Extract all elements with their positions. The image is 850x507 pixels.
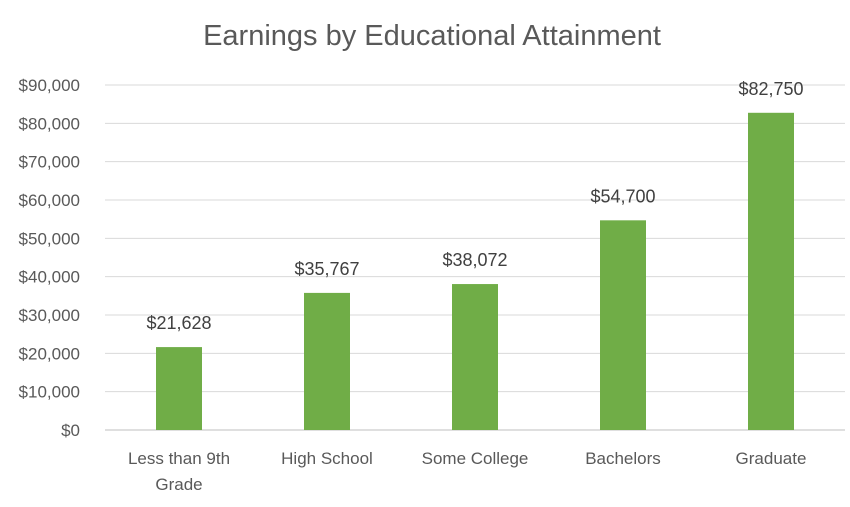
y-tick-label: $80,000 (19, 114, 80, 133)
y-tick-label: $60,000 (19, 191, 80, 210)
bars (156, 112, 794, 431)
data-label: $35,767 (294, 259, 359, 279)
y-tick-label: $20,000 (19, 344, 80, 363)
y-axis-tick-labels: $0 $10,000 $20,000 $30,000 $40,000 $50,000 $60… (19, 76, 80, 440)
y-tick-label: $50,000 (19, 229, 80, 248)
data-label: $82,750 (738, 79, 803, 99)
bar (600, 220, 646, 430)
y-tick-label: $30,000 (19, 306, 80, 325)
x-category-label: Some College (422, 449, 529, 468)
x-category-label: High School (281, 449, 373, 468)
data-label: $38,072 (442, 250, 507, 270)
data-label: $21,628 (146, 313, 211, 333)
x-axis-category-labels: Less than 9th Grade High School Some Colleg… (128, 449, 806, 494)
bar (156, 347, 202, 430)
y-tick-label: $70,000 (19, 153, 80, 172)
bar (304, 292, 350, 430)
x-category-label: Less than 9th Grade (128, 449, 230, 494)
x-category-label: Bachelors (585, 449, 661, 468)
y-tick-label: $40,000 (19, 268, 80, 287)
gridlines (105, 84, 845, 431)
chart-title: Earnings by Educational Attainment (203, 20, 661, 52)
bar (748, 112, 794, 431)
y-tick-label: $90,000 (19, 76, 80, 95)
data-label: $54,700 (590, 186, 655, 206)
y-tick-label: $10,000 (19, 383, 80, 402)
x-category-label: Graduate (736, 449, 807, 468)
bar (452, 284, 498, 430)
data-labels: $21,628 $35,767 $38,072 $54,700 $82,750 (146, 79, 803, 333)
y-tick-label: $0 (61, 421, 80, 440)
